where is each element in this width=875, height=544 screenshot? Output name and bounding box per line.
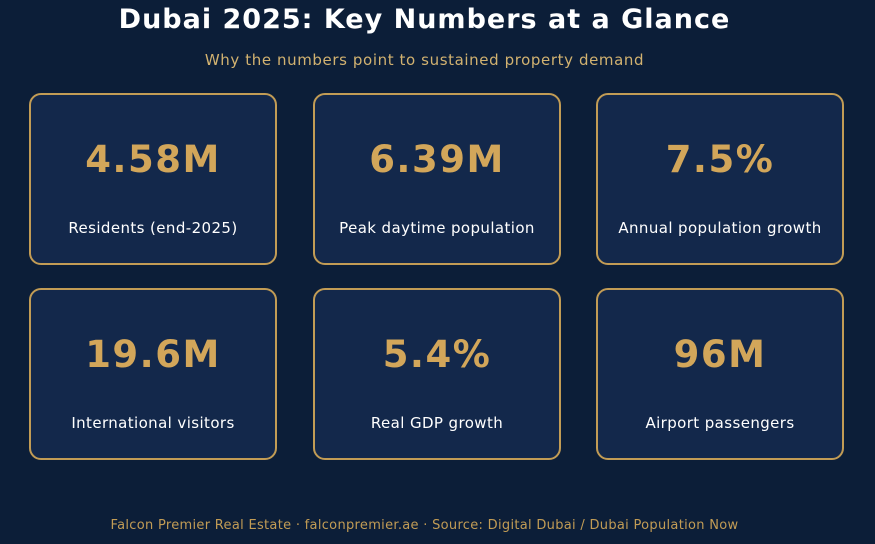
stat-value: 5.4% (382, 333, 492, 376)
stat-card-population-growth: 7.5% Annual population growth (596, 93, 844, 265)
stat-card-daytime-population: 6.39M Peak daytime population (313, 93, 561, 265)
stat-label: International visitors (71, 414, 235, 432)
stat-value: 19.6M (85, 333, 221, 376)
stat-value: 4.58M (85, 138, 221, 181)
stat-value: 6.39M (369, 138, 505, 181)
stat-value: 96M (673, 333, 767, 376)
stat-card-gdp-growth: 5.4% Real GDP growth (313, 288, 561, 460)
stat-label: Airport passengers (645, 414, 795, 432)
footer-source: Falcon Premier Real Estate · falconpremi… (110, 518, 739, 533)
stat-card-residents: 4.58M Residents (end-2025) (29, 93, 277, 265)
stat-label: Peak daytime population (339, 219, 535, 237)
page-title: Dubai 2025: Key Numbers at a Glance (118, 4, 731, 35)
page-subtitle: Why the numbers point to sustained prope… (204, 51, 645, 69)
stat-card-airport-passengers: 96M Airport passengers (596, 288, 844, 460)
stat-value: 7.5% (665, 138, 775, 181)
stat-label: Residents (end-2025) (68, 219, 238, 237)
stat-label: Real GDP growth (370, 414, 504, 432)
stat-label: Annual population growth (618, 219, 822, 237)
stat-card-international-visitors: 19.6M International visitors (29, 288, 277, 460)
